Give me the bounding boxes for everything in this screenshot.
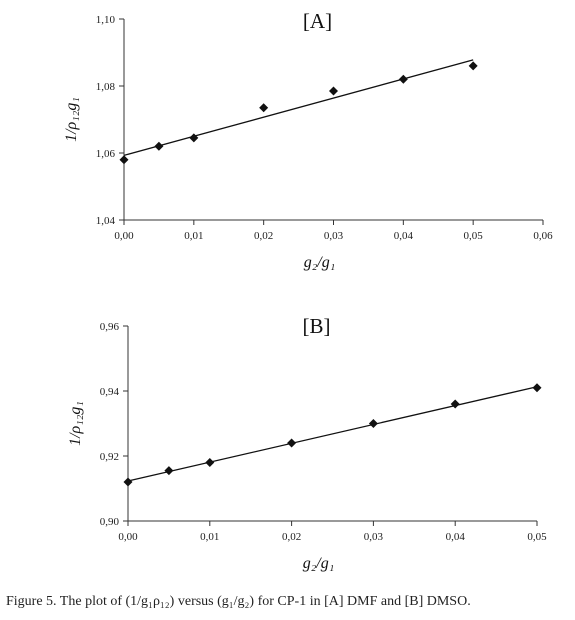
y-axis-label: 1/ρ₁₂g₁ <box>67 401 84 446</box>
y-tick-label: 1,04 <box>96 215 116 227</box>
chart-b: 0,00 0,01 0,02 0,03 0,04 0,05 0,90 0,92 0,94 0,96… <box>67 314 547 572</box>
data-point-b-2 <box>205 458 215 467</box>
y-tick-label: 0,96 <box>100 321 120 333</box>
x-tick-label: 0,02 <box>254 230 273 242</box>
y-tick-label: 0,94 <box>100 386 120 398</box>
y-tick-label: 1,06 <box>96 148 116 160</box>
x-axis-label: g₂/g₁ <box>303 555 335 572</box>
x-tick-label: 0,03 <box>324 230 344 242</box>
x-tick-label: 0,01 <box>184 230 203 242</box>
figure-caption: Figure 5. The plot of (1/g₁ρ₁₂) versus (… <box>6 594 471 609</box>
y-axis-label: 1/ρ₁₂g₁ <box>63 97 80 142</box>
data-point-b-0 <box>123 477 133 487</box>
x-axis-label: g₂/g₁ <box>304 254 336 271</box>
chart-a: 0,00 0,01 0,02 0,03 0,04 0,05 0,06 1,04 1,06 1,08… <box>63 9 553 271</box>
data-point-a-0 <box>119 155 129 165</box>
data-point-b-6 <box>532 383 542 393</box>
trend-line <box>123 59 474 156</box>
y-tick-label: 1,08 <box>96 81 116 93</box>
data-point-b-5 <box>450 399 460 409</box>
data-point-b-3 <box>287 438 297 448</box>
y-tick-label: 0,92 <box>100 451 119 463</box>
data-point-a-3 <box>259 103 269 113</box>
y-tick-label: 0,90 <box>100 516 120 528</box>
panel-title: [B] <box>303 314 331 338</box>
data-point-a-2 <box>189 133 199 143</box>
panel-title: [A] <box>303 9 332 33</box>
x-tick-label: 0,03 <box>364 531 384 543</box>
x-tick-label: 0,04 <box>446 531 466 543</box>
x-tick-label: 0,01 <box>200 531 219 543</box>
x-tick-label: 0,00 <box>114 230 134 242</box>
y-tick-label: 1,10 <box>96 14 116 26</box>
data-point-a-1 <box>154 141 164 151</box>
x-tick-label: 0,04 <box>394 230 414 242</box>
x-tick-label: 0,05 <box>527 531 547 543</box>
x-tick-label: 0,00 <box>118 531 138 543</box>
data-point-b-1 <box>164 466 174 476</box>
x-tick-label: 0,05 <box>464 230 484 242</box>
x-tick-label: 0,02 <box>282 531 301 543</box>
x-tick-label: 0,06 <box>533 230 553 242</box>
data-point-b-4 <box>368 419 378 428</box>
data-point-a-6 <box>468 61 478 71</box>
data-point-a-4 <box>329 86 338 96</box>
data-point-a-5 <box>398 74 408 84</box>
trend-line <box>127 386 538 482</box>
